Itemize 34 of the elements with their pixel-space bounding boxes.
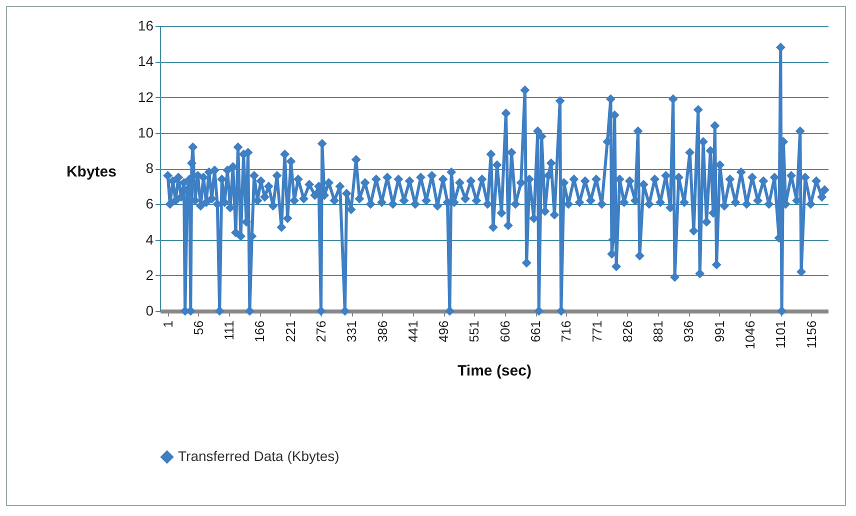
x-tick-label: 1 <box>160 320 176 328</box>
x-tick-label: 221 <box>282 320 298 342</box>
y-tick-label: 6 <box>146 196 154 212</box>
x-tick-label: 496 <box>436 320 452 342</box>
x-axis-title: Time (sec) <box>458 362 532 380</box>
x-tick-label: 606 <box>497 320 512 342</box>
x-tick-label: 661 <box>528 320 544 342</box>
y-tick-label: 14 <box>138 53 154 70</box>
x-tick-label: 331 <box>344 320 360 342</box>
y-tick-label: 10 <box>138 124 154 140</box>
x-tick-label: 881 <box>650 320 666 342</box>
x-tick-label: 166 <box>252 320 268 342</box>
x-tick-label: 441 <box>405 320 420 342</box>
x-tick-label: 716 <box>558 320 574 342</box>
x-tick-label: 111 <box>222 320 237 340</box>
x-tick-label: 771 <box>589 320 604 342</box>
y-axis-title: Kbytes <box>66 164 116 180</box>
x-tick-label: 1101 <box>773 320 788 348</box>
x-tick-label: 56 <box>190 320 206 335</box>
x-tick-label: 1046 <box>742 320 758 350</box>
x-tick-label: 826 <box>620 320 635 342</box>
x-tick-label: 276 <box>314 320 329 342</box>
x-tick-label: 1156 <box>804 320 819 348</box>
x-tick-label: 551 <box>466 320 482 342</box>
y-tick-label: 12 <box>138 88 154 105</box>
x-tick-label: 936 <box>681 320 696 342</box>
legend-label: Transferred Data (Kbytes) <box>178 448 340 464</box>
y-tick-label: 4 <box>146 231 154 248</box>
x-tick-label: 991 <box>712 320 727 342</box>
y-tick-label: 8 <box>146 160 154 176</box>
y-tick-label: 0 <box>146 302 154 318</box>
x-tick-label: 386 <box>374 320 390 342</box>
y-tick-label: 16 <box>138 18 154 34</box>
y-tick-label: 2 <box>146 266 154 283</box>
